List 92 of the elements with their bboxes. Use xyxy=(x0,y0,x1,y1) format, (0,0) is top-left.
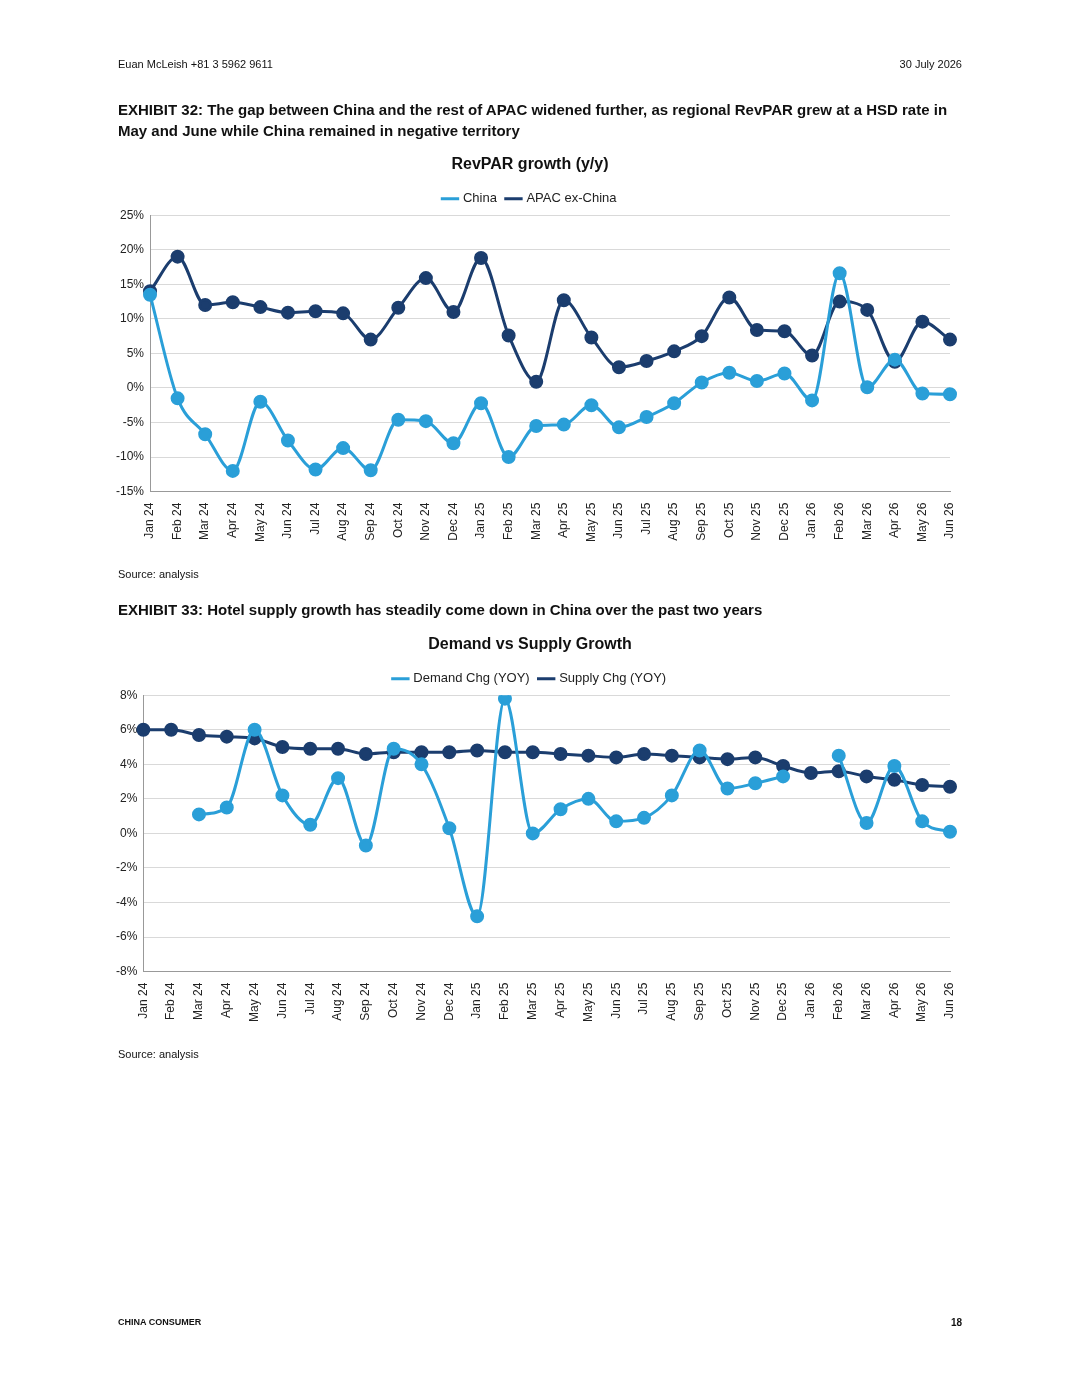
x-tick-label: Jun 26 xyxy=(942,502,957,539)
x-tick-label: Nov 24 xyxy=(413,982,428,1021)
text: Euan McLeish +81 3 5962 9611 xyxy=(118,58,273,70)
x-tick-label: Aug 25 xyxy=(664,982,679,1021)
x-tick-label: Apr 26 xyxy=(887,502,902,539)
x-tick-label: Jun 26 xyxy=(942,982,957,1019)
x-tick-label: Jul 25 xyxy=(638,502,653,535)
legend-label: APAC ex-China xyxy=(526,190,618,206)
x-tick-label: Nov 25 xyxy=(747,982,762,1021)
y-tick-label: 5% xyxy=(126,345,145,360)
x-tick-label: Aug 25 xyxy=(666,502,681,541)
x-tick-label: Feb 24 xyxy=(163,982,178,1021)
y-tick-label: -2% xyxy=(116,860,138,875)
x-tick-label: Jun 25 xyxy=(608,982,623,1019)
y-tick-label: 20% xyxy=(119,242,145,257)
x-tick-label: Jul 25 xyxy=(636,982,651,1015)
x-tick-label: Apr 25 xyxy=(552,982,567,1019)
x-tick-label: Mar 24 xyxy=(191,982,206,1021)
y-tick-label: 8% xyxy=(120,687,138,702)
legend-label: Demand Chg (YOY) xyxy=(413,670,530,686)
x-tick-label: Dec 24 xyxy=(445,502,460,541)
chart-title: EXHIBIT 32: The gap between China and the rest of APAC widened further, as regional RevPAR grew at a HSD rate in May and June while China remained in negative territory xyxy=(118,100,949,141)
x-tick-label: Jun 24 xyxy=(274,982,289,1019)
x-tick-label: Feb 24 xyxy=(169,502,184,541)
x-tick-label: May 26 xyxy=(914,982,929,1023)
x-tick-label: Jan 26 xyxy=(803,982,818,1019)
x-tick-label: Sep 25 xyxy=(691,982,706,1021)
y-tick-label: -10% xyxy=(116,449,145,464)
y-tick-label: 4% xyxy=(120,756,138,771)
x-tick-label: Jan 25 xyxy=(469,982,484,1019)
x-tick-label: Jul 24 xyxy=(302,982,317,1015)
x-tick-label: Mar 25 xyxy=(528,502,543,541)
y-tick-label: -4% xyxy=(116,894,138,909)
text: 30 July 2026 xyxy=(899,58,962,70)
text: 18 xyxy=(950,1317,962,1328)
x-tick-label: Jun 24 xyxy=(280,502,295,539)
y-tick-label: -5% xyxy=(122,414,145,429)
x-tick-label: Sep 24 xyxy=(358,982,373,1021)
x-tick-label: Nov 24 xyxy=(418,502,433,541)
x-tick-label: May 26 xyxy=(914,502,929,543)
x-tick-label: Oct 24 xyxy=(390,502,405,539)
x-tick-label: Feb 26 xyxy=(831,502,846,541)
x-tick-label: Sep 25 xyxy=(694,502,709,541)
x-tick-label: Mar 26 xyxy=(859,502,874,541)
x-tick-label: Oct 24 xyxy=(386,982,400,1019)
y-tick-label: 6% xyxy=(120,722,138,737)
x-tick-label: Jun 25 xyxy=(611,502,626,539)
y-tick-label: 15% xyxy=(119,276,145,291)
chart-subtitle: RevPAR growth (y/y) xyxy=(451,155,609,173)
text: CHINA CONSUMER xyxy=(118,1317,202,1327)
legend-label: China xyxy=(462,190,498,206)
y-tick-label: 25% xyxy=(119,207,145,222)
x-tick-label: May 25 xyxy=(580,982,595,1023)
x-tick-label: Apr 26 xyxy=(886,982,901,1019)
legend-label: Supply Chg (YOY) xyxy=(559,670,667,686)
x-tick-label: Apr 24 xyxy=(219,982,234,1019)
x-tick-label: Apr 25 xyxy=(556,502,571,539)
y-tick-label: 0% xyxy=(120,825,138,840)
x-tick-label: May 24 xyxy=(246,982,261,1023)
chart-subtitle: Demand vs Supply Growth xyxy=(428,635,632,653)
x-tick-label: Apr 24 xyxy=(225,502,240,539)
x-tick-label: Jan 25 xyxy=(473,502,488,539)
y-tick-label: -8% xyxy=(116,963,138,978)
x-tick-label: Jan 24 xyxy=(142,502,157,539)
x-tick-label: Oct 25 xyxy=(719,982,734,1019)
x-tick-label: Jul 24 xyxy=(307,502,322,535)
x-tick-label: Mar 24 xyxy=(197,502,212,541)
x-tick-label: Nov 25 xyxy=(749,502,764,541)
y-tick-label: -6% xyxy=(116,929,138,944)
source-note: Source: analysis xyxy=(118,1048,199,1060)
x-tick-label: Feb 26 xyxy=(831,982,846,1021)
x-tick-label: May 24 xyxy=(252,502,267,543)
y-tick-label: 2% xyxy=(120,791,138,806)
x-tick-label: May 25 xyxy=(583,502,598,543)
source-note: Source: analysis xyxy=(118,568,199,580)
x-tick-label: Aug 24 xyxy=(335,502,350,541)
x-tick-label: Feb 25 xyxy=(497,982,512,1021)
x-tick-label: Jan 26 xyxy=(804,502,819,539)
x-tick-label: Dec 25 xyxy=(775,982,790,1021)
x-tick-label: Aug 24 xyxy=(330,982,345,1021)
x-tick-label: Dec 24 xyxy=(441,982,456,1021)
x-tick-label: Sep 24 xyxy=(363,502,378,541)
chart-title: EXHIBIT 33: Hotel supply growth has steadily come down in China over the past two years xyxy=(118,600,764,620)
x-tick-label: Mar 26 xyxy=(858,982,873,1021)
x-tick-label: Jan 24 xyxy=(135,982,150,1019)
x-tick-label: Mar 25 xyxy=(525,982,540,1021)
x-tick-label: Oct 25 xyxy=(721,502,736,539)
y-tick-label: 10% xyxy=(119,311,145,326)
y-tick-label: -15% xyxy=(116,483,145,498)
x-tick-label: Feb 25 xyxy=(500,502,515,541)
y-tick-label: 0% xyxy=(126,380,145,395)
x-tick-label: Dec 25 xyxy=(776,502,791,541)
